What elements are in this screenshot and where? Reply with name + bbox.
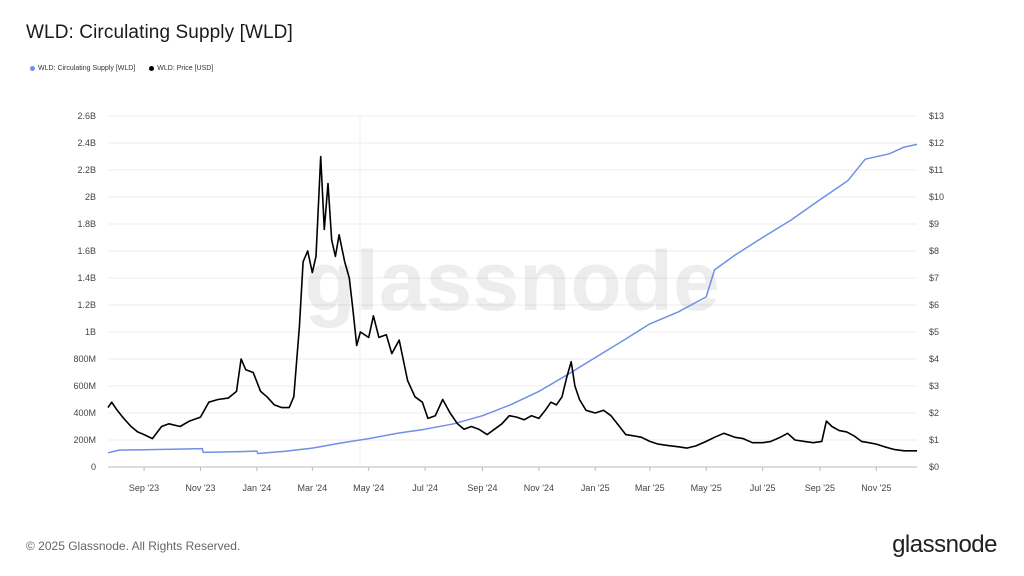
y-left-tick-label: 0 — [91, 462, 96, 472]
y-right-tick-label: $2 — [929, 408, 939, 418]
y-left-tick-label: 2.6B — [77, 111, 96, 121]
legend-label-supply: WLD: Circulating Supply [WLD] — [38, 65, 136, 72]
y-right-tick-label: $1 — [929, 435, 939, 445]
y-right-tick-label: $8 — [929, 246, 939, 256]
y-right-tick-label: $4 — [929, 354, 939, 364]
y-axis-right: $0 $1 $2 $3 $4 $5 $6 $7 $8 $9 $10 $11 $12 $13 — [929, 111, 944, 472]
x-axis: Sep '23 Nov '23 Jan '24 Mar '24 May '24 Jul '… — [129, 467, 891, 493]
x-tick-label: Sep '23 — [129, 483, 159, 493]
x-tick-label: Jul '25 — [750, 483, 776, 493]
y-left-tick-label: 1.4B — [77, 273, 96, 283]
legend-item-supply[interactable]: WLD: Circulating Supply [WLD] — [30, 65, 135, 72]
brand-logo: glassnode — [892, 531, 997, 558]
x-tick-label: Jul '24 — [412, 483, 438, 493]
x-tick-label: Sep '25 — [805, 483, 835, 493]
grid — [108, 115, 917, 468]
y-left-tick-label: 1B — [85, 327, 96, 337]
y-right-tick-label: $13 — [929, 111, 944, 121]
x-tick-label: May '24 — [353, 483, 384, 493]
x-tick-label: Mar '24 — [297, 483, 327, 493]
series-layer — [107, 143, 918, 455]
y-right-tick-label: $0 — [929, 462, 939, 472]
copyright-text: © 2025 Glassnode. All Rights Reserved. — [26, 539, 241, 553]
y-left-tick-label: 1.8B — [77, 219, 96, 229]
y-right-tick-label: $3 — [929, 381, 939, 391]
y-left-tick-label: 2.2B — [77, 165, 96, 175]
y-left-tick-label: 1.2B — [77, 300, 96, 310]
chart-title: WLD: Circulating Supply [WLD] — [26, 22, 293, 43]
y-right-tick-label: $11 — [929, 165, 943, 175]
legend-dot-price — [149, 66, 155, 71]
y-right-tick-label: $5 — [929, 327, 939, 337]
x-tick-label: Jan '24 — [242, 483, 271, 493]
y-left-tick-label: 800M — [73, 354, 96, 364]
x-tick-label: Nov '23 — [185, 483, 215, 493]
y-left-tick-label: 200M — [73, 435, 96, 445]
watermark: glassnode — [304, 234, 719, 328]
y-right-tick-label: $6 — [929, 300, 939, 310]
x-tick-label: May '25 — [691, 483, 722, 493]
x-tick-label: Jan '25 — [581, 483, 610, 493]
y-left-tick-label: 2.4B — [77, 138, 96, 148]
x-tick-label: Mar '25 — [635, 483, 665, 493]
legend-dot-supply — [30, 66, 35, 71]
y-left-tick-label: 400M — [73, 408, 96, 418]
legend-item-price[interactable]: WLD: Price [USD] — [149, 65, 213, 72]
x-tick-label: Nov '25 — [861, 483, 891, 493]
x-tick-label: Sep '24 — [467, 483, 497, 493]
y-right-tick-label: $7 — [929, 273, 939, 283]
y-left-tick-label: 2B — [85, 192, 96, 202]
series-line-supply — [107, 143, 918, 455]
x-tick-label: Nov '24 — [524, 483, 554, 493]
y-left-tick-label: 1.6B — [77, 246, 96, 256]
legend-label-price: WLD: Price [USD] — [157, 65, 214, 72]
series-line-price — [107, 155, 917, 452]
y-right-tick-label: $10 — [929, 192, 944, 202]
y-left-tick-label: 600M — [73, 381, 96, 391]
y-right-tick-label: $9 — [929, 219, 939, 229]
y-axis-left: 0 200M 400M 600M 800M 1B 1.2B 1.4B 1.6B 1.8B 2B 2.2… — [73, 111, 96, 472]
y-right-tick-label: $12 — [929, 138, 944, 148]
legend: WLD: Circulating Supply [WLD] WLD: Price… — [30, 65, 213, 72]
